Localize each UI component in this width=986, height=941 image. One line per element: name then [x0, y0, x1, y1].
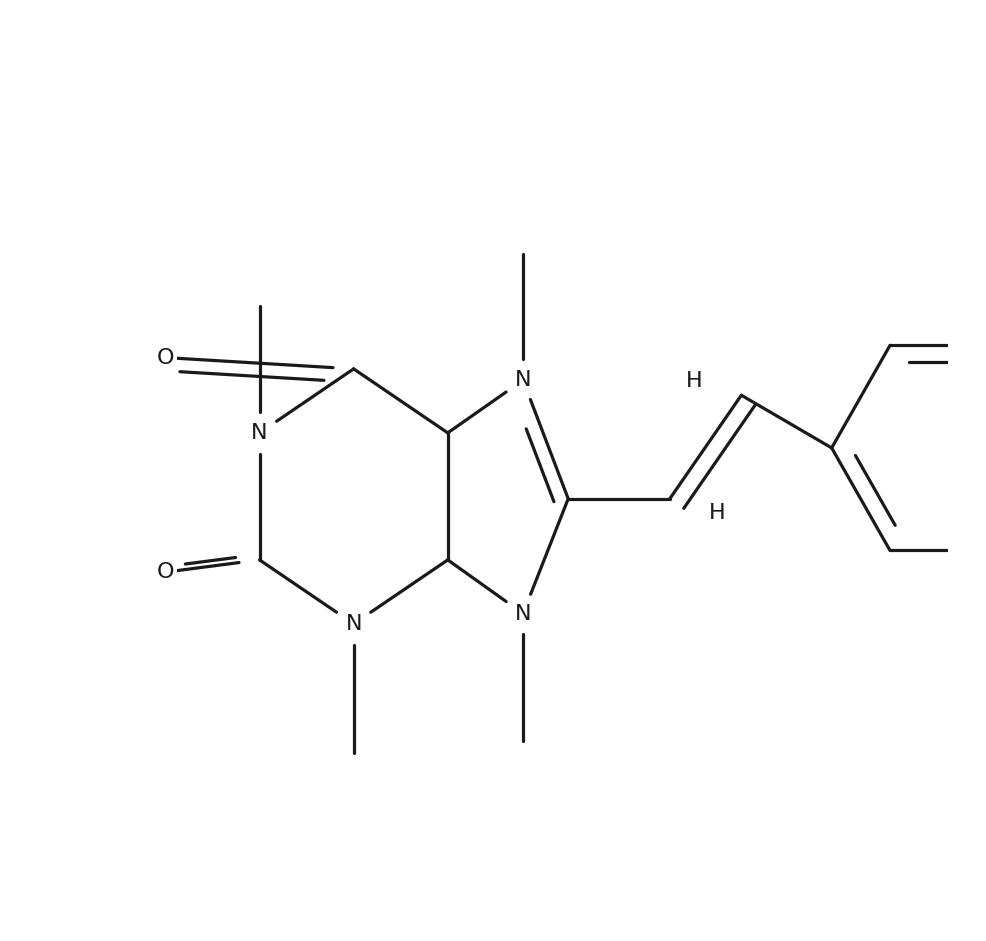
Text: N: N	[515, 603, 530, 624]
Text: N: N	[251, 423, 267, 443]
Text: O: O	[157, 347, 174, 368]
Text: N: N	[515, 370, 530, 391]
Text: O: O	[157, 562, 174, 582]
Text: H: H	[685, 371, 702, 391]
Text: N: N	[345, 614, 362, 634]
Text: H: H	[708, 502, 725, 523]
